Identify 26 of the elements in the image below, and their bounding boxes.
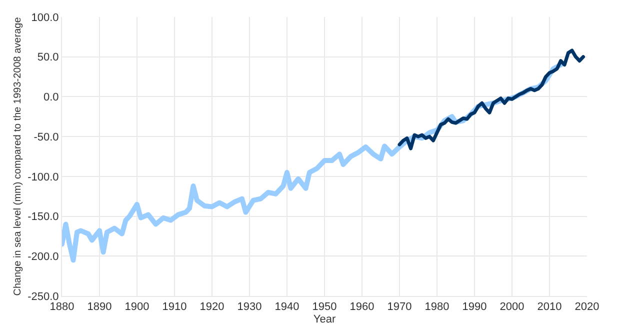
y-axis-title: Change in sea level (mm) compared to the 1993-2008 average: [12, 16, 24, 296]
y-tick-label: -200.0: [28, 250, 59, 263]
y-tick-label: 100.0: [31, 12, 59, 24]
x-tick-label: 1940: [274, 301, 300, 314]
x-tick-label: 1980: [424, 301, 450, 314]
line-series: [398, 48, 585, 150]
x-tick-label: 2000: [500, 301, 524, 314]
x-tick-label: 1880: [50, 301, 74, 314]
x-tick-label: 1900: [124, 301, 150, 314]
x-tick-label: 1920: [200, 301, 224, 314]
y-tick-label: 0.0: [44, 92, 59, 104]
x-tick-label: 1970: [387, 301, 412, 314]
y-tick-label: -100.0: [28, 171, 59, 184]
y-tick-label: -150.0: [28, 211, 59, 224]
y-tick-label: -50.0: [34, 131, 59, 144]
x-tick-label: 1910: [162, 301, 187, 314]
x-tick-label: 1950: [312, 301, 337, 314]
x-tick-label: 2020: [574, 301, 600, 314]
x-tick-label: 1930: [237, 301, 262, 314]
y-tick-label: -250.0: [28, 290, 59, 303]
x-tick-label: 2010: [537, 301, 562, 314]
y-tick-label: 50.0: [37, 52, 59, 64]
x-tick-label: 1960: [350, 301, 374, 314]
x-tick-label: 1890: [87, 301, 112, 314]
x-axis-title: Year: [313, 313, 336, 326]
x-tick-label: 1990: [462, 301, 487, 314]
